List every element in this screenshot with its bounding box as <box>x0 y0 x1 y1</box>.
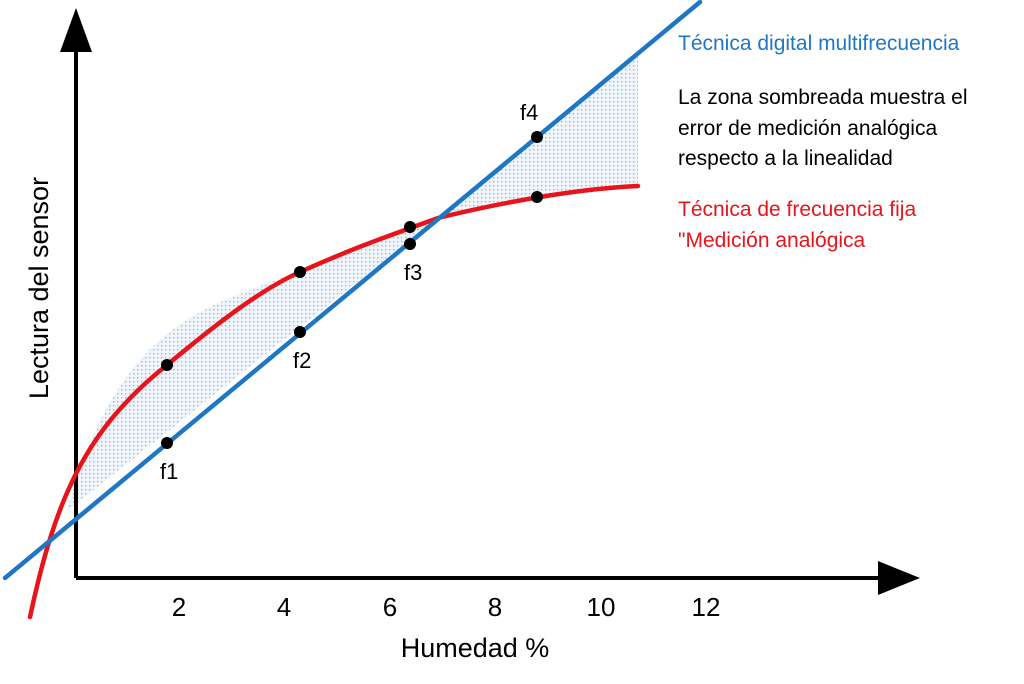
x-axis-arrow <box>878 561 920 595</box>
label-f4: f4 <box>520 100 538 125</box>
note-line-2: error de medición analógica <box>678 117 938 140</box>
point-f3-blue <box>404 238 416 250</box>
x-tick-12: 12 <box>692 592 721 622</box>
note-line-3: respecto a la linealidad <box>678 147 893 170</box>
x-tick-8: 8 <box>488 592 502 622</box>
y-axis-label: Lectura del sensor <box>24 177 54 399</box>
point-f2-red <box>294 266 306 278</box>
y-axis-arrow <box>60 8 92 52</box>
x-axis-label: Humedad % <box>401 633 550 663</box>
point-f4-blue <box>531 131 543 143</box>
x-tick-4: 4 <box>277 592 291 622</box>
label-f3: f3 <box>404 260 422 285</box>
fixed-line-2: "Medición analógica <box>678 229 866 252</box>
legend-digital: Técnica digital multifrecuencia <box>678 32 960 55</box>
point-f2-blue <box>294 326 306 338</box>
point-f4-red <box>531 191 543 203</box>
points <box>161 131 543 449</box>
label-f2: f2 <box>293 348 311 373</box>
x-tick-2: 2 <box>172 592 186 622</box>
note-line-1: La zona sombreada muestra el <box>678 86 968 109</box>
label-f1: f1 <box>160 459 178 484</box>
point-f1-blue <box>161 437 173 449</box>
x-tick-6: 6 <box>383 592 397 622</box>
error-zone-left <box>67 218 438 511</box>
point-f1-red <box>161 359 173 371</box>
x-tick-10: 10 <box>587 592 616 622</box>
multifrequency-line <box>2 0 703 581</box>
point-f3-red <box>404 221 416 233</box>
fixed-line-1: Técnica de frecuencia fija <box>678 198 917 221</box>
